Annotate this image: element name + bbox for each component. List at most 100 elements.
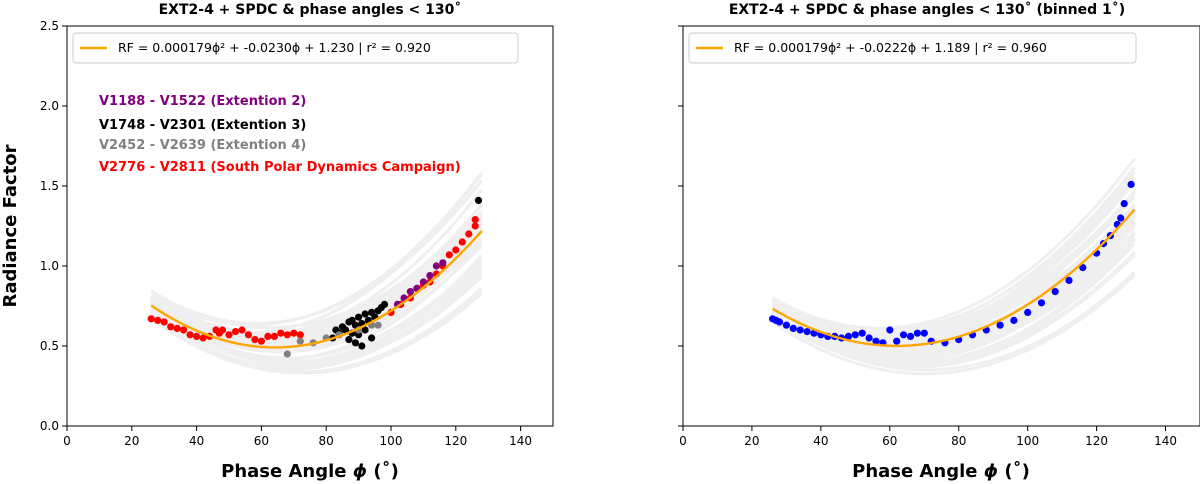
data-point [147,315,155,323]
left-fit-sample [150,291,483,375]
data-point [264,332,272,340]
data-point [173,324,181,332]
data-point [775,318,784,326]
right-plot-marks [769,158,1136,376]
right-fit-sample [771,176,1136,335]
right-fit-sample [771,220,1136,358]
left-legend-box [72,32,519,64]
right-fit-sample [771,208,1136,353]
right-fit-sample [771,221,1136,358]
right-fit-sample [771,236,1136,355]
left-x-ticks: 0 20 40 60 80 100 120 140 [63,426,532,448]
annotation-ext2: V1188 - V1522 (Extention 2) [99,94,306,109]
right-legend-box [688,32,1137,64]
data-point [1010,316,1018,324]
data-point [283,350,291,358]
left-fit-sample [150,264,483,365]
left-fit-sample [150,254,483,368]
right-x-ticks: 0 20 40 60 80 100 120 140 [679,426,1177,448]
data-point [290,329,298,337]
data-point [380,300,389,308]
x-tick-label: 20 [124,434,139,448]
data-point [858,329,866,337]
right-fit-sample [771,170,1136,332]
data-point [406,288,414,296]
right-fit-sample [771,251,1136,364]
right-legend-text: RF = 0.000179ϕ² + -0.0222ϕ + 1.189 | r² … [734,40,1047,55]
data-point [296,337,304,345]
data-point [180,326,188,334]
data-point [251,336,259,344]
right-fit-sample [771,191,1136,336]
right-y-ticks [678,25,683,427]
y-tick-label: 1.0 [40,259,59,273]
right-fit-line [771,208,1136,348]
left-annotations: V1188 - V1522 (Extention 2) V1748 - V230… [99,94,461,175]
data-point [1051,288,1059,296]
data-point [851,331,859,339]
data-point [154,316,162,324]
data-point [439,259,447,267]
left-fit-line [150,230,483,349]
right-fit-sample [771,195,1136,340]
right-fit-sample [771,232,1136,359]
left-fit-sample [150,260,483,363]
data-point [465,230,473,238]
data-point [361,326,369,334]
data-point [1024,308,1032,316]
data-point [900,331,908,339]
data-point [789,324,797,332]
left-fit-sample [150,173,483,335]
right-fit-sample [771,191,1136,339]
data-point [865,334,873,342]
y-tick-label: 0.0 [40,419,59,433]
left-fit-sample [150,290,483,375]
left-fit-sample [150,213,483,338]
left-fit-sample [150,210,483,330]
left-fit-sample [150,188,483,336]
y-tick-label: 2.5 [40,19,59,33]
data-point [996,321,1004,329]
left-fit-sample [150,268,483,370]
data-point [244,331,252,339]
right-fit-sample [771,207,1136,337]
data-point [445,251,453,259]
data-point [231,328,240,336]
x-tick-label: 60 [882,434,897,448]
annotation-ext3: V1748 - V2301 (Extention 3) [99,118,306,133]
x-tick-label: 0 [63,434,71,448]
left-fit-sample [150,269,483,369]
right-fit-sample [771,222,1136,356]
x-tick-label: 40 [813,434,828,448]
data-point [844,332,853,340]
right-fit-sample [771,215,1136,357]
data-point [160,318,168,326]
left-y-ticks: 0.0 0.5 1.0 1.5 2.0 2.5 [40,19,67,433]
right-fit-sample [771,231,1136,355]
data-point [419,278,427,286]
right-fit-sample [771,215,1136,359]
x-tick-label: 80 [951,434,966,448]
left-plot-title: EXT2-4 + SPDC & phase angles < 130˚ [159,1,462,18]
left-x-axis-label: Phase Angle ϕ (˚) [221,460,399,482]
data-point [1065,276,1073,284]
data-point [906,332,915,340]
data-point [1120,200,1128,208]
data-point [296,331,304,339]
data-point [277,329,285,337]
data-point [361,310,369,318]
data-point [471,222,479,230]
data-point [920,329,928,337]
left-fit-sample [150,227,483,341]
left-fit-sample [150,275,483,367]
y-axis-label: Radiance Factor [0,144,21,307]
left-fit-sample [150,171,483,327]
data-point [186,331,194,339]
data-point [199,334,207,342]
right-fit-sample [771,238,1136,364]
right-fit-sample [771,166,1136,336]
data-point [1127,180,1135,188]
x-tick-label: 140 [509,434,532,448]
y-tick-label: 0.5 [40,339,59,353]
left-fit-sample [150,203,483,338]
